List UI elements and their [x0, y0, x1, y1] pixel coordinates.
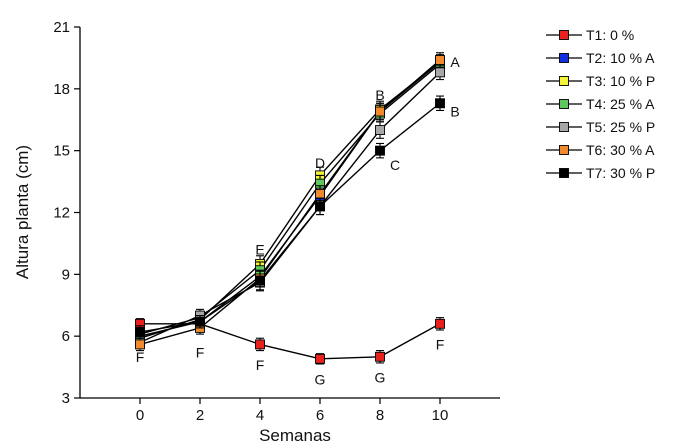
legend-item: T7: 30 % P: [546, 165, 655, 181]
data-point: [315, 201, 325, 212]
legend-marker: [559, 168, 569, 178]
data-point: [375, 106, 385, 117]
legend-marker: [559, 122, 569, 132]
y-ticks: 3 6 9 12 15 18 21: [53, 19, 80, 407]
legend-item: T2: 10 % A: [546, 50, 655, 66]
legend-marker: [559, 30, 569, 40]
data-point: [375, 125, 385, 136]
legend-label: T2: 10 % A: [586, 50, 655, 66]
data-point: [315, 353, 325, 364]
series-line: [139, 63, 441, 335]
significance-label: C: [390, 157, 400, 173]
legend-label: T7: 30 % P: [586, 165, 655, 181]
significance-label: F: [196, 345, 205, 361]
series-1: [140, 323, 441, 360]
y-tick-label: 12: [53, 205, 70, 222]
y-tick-label: 21: [53, 19, 70, 36]
data-point: [435, 98, 445, 109]
data-point: [435, 67, 445, 78]
x-tick-label: 4: [256, 407, 264, 424]
significance-label: G: [315, 371, 326, 387]
data-point: [375, 351, 385, 362]
significance-label: E: [255, 242, 264, 258]
legend-marker: [559, 76, 569, 86]
series-line: [139, 61, 441, 339]
significance-label: F: [136, 349, 145, 365]
x-tick-label: 2: [196, 407, 204, 424]
series-layer: [135, 52, 445, 365]
y-tick-label: 3: [62, 390, 70, 407]
y-tick-label: 6: [62, 328, 70, 345]
data-point: [195, 316, 205, 327]
legend-label: T4: 25 % A: [586, 96, 655, 112]
data-point: [435, 55, 445, 65]
data-point: [375, 145, 385, 156]
data-point: [255, 275, 265, 286]
significance-label: F: [436, 336, 445, 352]
series-line: [140, 323, 441, 360]
y-tick-label: 15: [53, 143, 70, 160]
significance-label: F: [256, 357, 265, 373]
y-axis-title: Altura planta (cm): [13, 145, 32, 279]
x-tick-label: 8: [376, 407, 384, 424]
legend-item: T6: 30 % A: [546, 142, 655, 158]
series-6: [139, 59, 441, 346]
y-tick-label: 9: [62, 266, 70, 283]
series-3: [139, 61, 441, 339]
series-line: [139, 71, 441, 343]
series-7: [139, 102, 441, 333]
significance-label: B: [450, 104, 459, 120]
annotations: F F E F D G B C G A B F: [136, 54, 461, 387]
x-tick-label: 6: [316, 407, 324, 424]
significance-label: A: [450, 54, 460, 70]
legend-item: T5: 25 % P: [546, 119, 655, 135]
data-point: [435, 318, 445, 329]
series-line: [139, 59, 441, 346]
series-4: [139, 63, 441, 335]
legend-item: T1: 0 %: [546, 27, 634, 43]
series-5-markers: [135, 64, 445, 350]
legend-marker: [559, 53, 569, 63]
legend-item: T3: 10 % P: [546, 73, 655, 89]
significance-label: D: [315, 155, 325, 171]
x-ticks: 0 2 4 6 8 10: [136, 398, 449, 424]
series-5: [139, 71, 441, 343]
significance-label: B: [375, 87, 384, 103]
legend-marker: [559, 99, 569, 109]
legend-label: T5: 25 % P: [586, 119, 655, 135]
legend-item: T4: 25 % A: [546, 96, 655, 112]
legend-label: T3: 10 % P: [586, 73, 655, 89]
data-point: [255, 339, 265, 350]
x-tick-label: 0: [136, 407, 144, 424]
legend-marker: [559, 145, 569, 155]
legend-label: T6: 30 % A: [586, 142, 655, 158]
x-tick-label: 10: [432, 407, 449, 424]
data-point: [135, 339, 145, 350]
y-tick-label: 18: [53, 81, 70, 98]
data-point: [315, 188, 325, 199]
series-line: [139, 102, 441, 333]
legend: T1: 0 % T2: 10 % A T3: 10 % P T4: 25 % A T5:…: [546, 27, 655, 181]
significance-label: G: [375, 369, 386, 385]
series-7-markers: [135, 95, 445, 339]
data-point: [135, 327, 145, 337]
legend-label: T1: 0 %: [586, 27, 634, 43]
series-line: [139, 61, 441, 337]
series-2: [139, 61, 441, 337]
x-axis-title: Semanas: [259, 426, 331, 445]
